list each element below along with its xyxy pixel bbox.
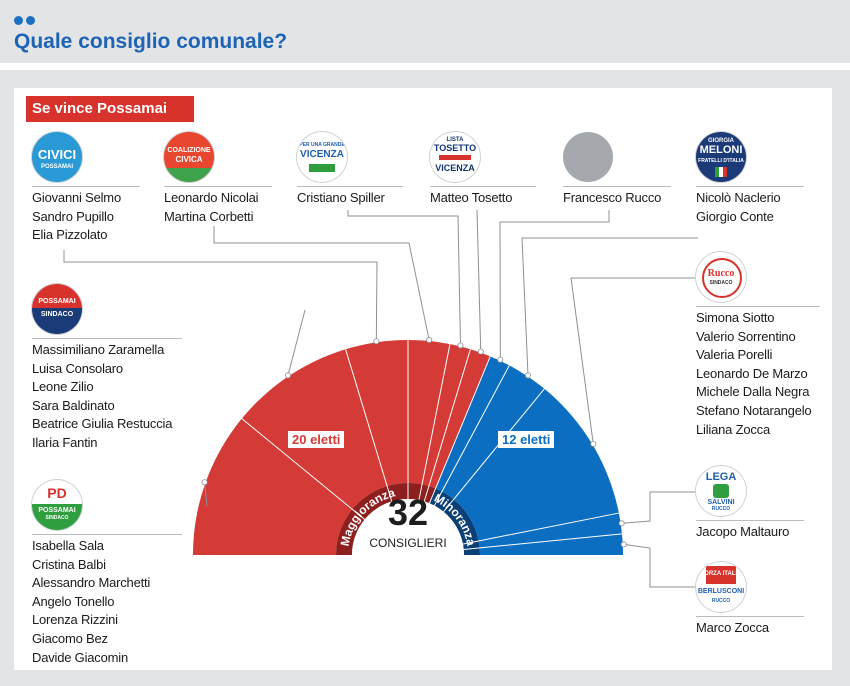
possamai-sindaco-logo-icon: POSSAMAI SINDACO (32, 284, 82, 334)
party-possamai-sindaco: POSSAMAI SINDACO Massimiliano Zaramella … (32, 284, 182, 453)
leader-line (63, 250, 378, 342)
party-per-una-grande-vicenza: PER UNA GRANDE VICENZA Cristiano Spiller (297, 132, 403, 208)
leader-line (570, 277, 696, 445)
lista-tosetto-logo-icon: LISTA TOSETTO VICENZA (430, 132, 480, 182)
header-dots (14, 12, 38, 30)
member-name: Giovanni Selmo (32, 190, 121, 205)
party-boundary (463, 533, 623, 551)
leader-dot (620, 541, 627, 548)
civici-logo-icon: CIVICI POSSAMAI (32, 132, 82, 182)
party-forza-italia: FORZA ITALIA BERLUSCONI RUCCO Marco Zocc… (696, 562, 804, 638)
party-lista-tosetto: LISTA TOSETTO VICENZA Matteo Tosetto (430, 132, 536, 208)
coalizione-civica-logo-icon: COALIZIONE CIVICA (164, 132, 214, 182)
leader-line (621, 491, 696, 524)
leader-dot (426, 337, 433, 344)
group-band-maggioranza (336, 483, 436, 555)
member-name: Valerio Sorrentino (696, 328, 796, 344)
member-name: Liliana Zocca (696, 421, 770, 437)
leader-line (623, 543, 696, 588)
party-boundary (241, 418, 366, 520)
party-rucco-sindaco: Rucco SINDACO Simona Siotto Valerio Sorr… (696, 252, 820, 439)
leader-line (213, 226, 430, 341)
total-seats-label: CONSIGLIERI (369, 536, 447, 550)
member-name: Cristiano Spiller (297, 190, 385, 205)
party-boundary (418, 344, 451, 501)
member-name: Beatrice Giulia Restuccia (32, 416, 173, 432)
possamai-pd-logo-icon: PD POSSAMAI SINDACO (32, 480, 82, 530)
member-name: Leone Zilio (32, 379, 94, 395)
party-boundary (462, 512, 619, 545)
party-fratelli-italia: GIORGIA MELONI FRATELLI D'ITALIA Nicolò … (696, 132, 804, 226)
leader-line (287, 309, 306, 376)
fratelli-italia-logo-icon: GIORGIA MELONI FRATELLI D'ITALIA (696, 132, 746, 182)
member-name: Matteo Tosetto (430, 190, 513, 205)
member-name: Giorgio Conte (696, 208, 774, 224)
page-title: Quale consiglio comunale? (14, 30, 288, 53)
majority-seats-label: 20 eletti (288, 431, 345, 448)
grey-circle-icon (563, 132, 613, 182)
member-name: Valeria Porelli (696, 347, 773, 363)
member-name: Stefano Notarangelo (696, 402, 812, 418)
member-name: Lorenza Rizzini (32, 612, 118, 628)
party-lega: LEGA SALVINI RUCCO Jacopo Maltauro (696, 466, 804, 542)
party-pd-possamai: PD POSSAMAI SINDACO Isabella Sala Cristi… (32, 480, 182, 667)
member-name: Michele Dalla Negra (696, 384, 810, 400)
leader-line (521, 237, 698, 376)
member-name: Luisa Consolaro (32, 360, 123, 376)
leader-dot (618, 520, 625, 527)
member-name: Leonardo De Marzo (696, 365, 808, 381)
leader-dot (590, 440, 597, 447)
party-boundary (428, 356, 491, 504)
leader-dot (373, 338, 380, 345)
leader-dot (284, 372, 291, 379)
party-coalizione-civica: COALIZIONE CIVICA Leonardo Nicolai Marti… (164, 132, 272, 226)
rucco-sindaco-logo-icon: Rucco SINDACO (696, 252, 746, 302)
leader-dot (457, 342, 464, 349)
group-sector-minoranza (435, 356, 623, 555)
header-divider (0, 63, 850, 70)
member-name: Sara Baldinato (32, 397, 115, 413)
minority-seats-label: 12 eletti (498, 431, 555, 448)
leader-dot (201, 479, 208, 486)
member-name: Elia Pizzolato (32, 227, 108, 243)
member-name: Leonardo Nicolai (164, 190, 259, 205)
member-name: Giacomo Bez (32, 630, 108, 646)
scenario-label: Se vince Possamai (26, 96, 194, 122)
leader-dot (525, 372, 532, 379)
leader-line (499, 210, 610, 360)
party-boundary (345, 349, 393, 502)
member-name: Cristina Balbi (32, 556, 106, 572)
leader-line (476, 209, 482, 352)
member-name: Francesco Rucco (563, 190, 662, 205)
leader-line (347, 210, 461, 346)
member-name: Ilaria Fantin (32, 434, 98, 450)
per-una-grande-vicenza-logo-icon: PER UNA GRANDE VICENZA (297, 132, 347, 182)
leader-dot (497, 356, 504, 363)
group-band-minoranza (429, 488, 480, 555)
party-francesco-rucco: Francesco Rucco (563, 132, 671, 208)
leader-line (204, 482, 208, 507)
member-name: Angelo Tonello (32, 593, 115, 609)
member-name: Jacopo Maltauro (696, 524, 790, 539)
member-name: Nicolò Naclerio (696, 190, 781, 205)
center-disc (352, 499, 464, 555)
member-name: Massimiliano Zaramella (32, 342, 165, 357)
party-boundary (423, 349, 471, 502)
member-name: Martina Corbetti (164, 208, 254, 224)
forza-italia-logo-icon: FORZA ITALIA BERLUSCONI RUCCO (696, 562, 746, 612)
lega-logo-icon: LEGA SALVINI RUCCO (696, 466, 746, 516)
party-boundary (433, 365, 510, 506)
member-name: Sandro Pupillo (32, 208, 114, 224)
member-name: Davide Giacomin (32, 649, 128, 665)
member-name: Simona Siotto (696, 310, 775, 325)
leader-dot (477, 348, 484, 355)
total-seats-value: 32 (387, 492, 429, 533)
party-boundary (443, 388, 545, 513)
member-name: Isabella Sala (32, 538, 104, 553)
party-civici: CIVICI POSSAMAI Giovanni Selmo Sandro Pu… (32, 132, 140, 245)
member-name: Alessandro Marchetti (32, 575, 151, 591)
member-name: Marco Zocca (696, 620, 769, 635)
